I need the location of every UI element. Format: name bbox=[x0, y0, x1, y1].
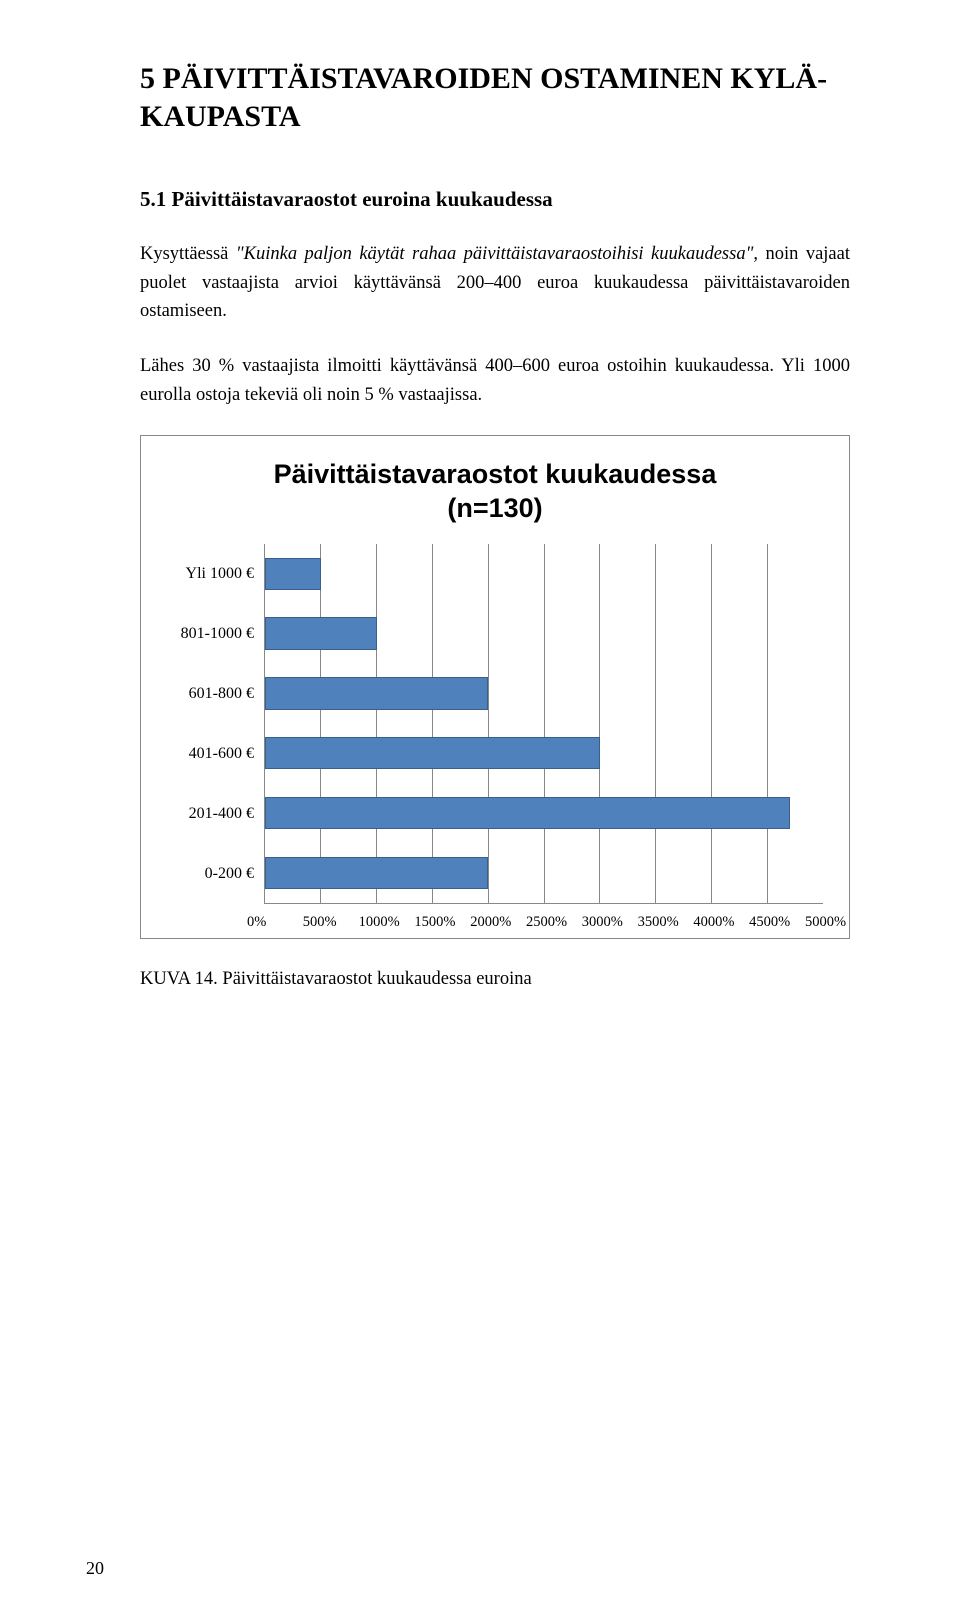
bar-row bbox=[265, 723, 823, 783]
ylabel-4: 201-400 € bbox=[167, 784, 254, 844]
bar-5 bbox=[265, 857, 488, 889]
chart-bars bbox=[265, 544, 823, 903]
xtick-label: 3000% bbox=[582, 914, 623, 931]
bar-0 bbox=[265, 558, 321, 590]
xtick-label: 3500% bbox=[638, 914, 679, 931]
ylabel-1: 801-1000 € bbox=[167, 604, 254, 664]
section-heading: 5 PÄIVITTÄISTAVAROIDEN OSTAMINEN KYLÄ- K… bbox=[140, 60, 850, 135]
paragraph-1: Kysyttäessä "Kuinka paljon käytät rahaa … bbox=[140, 240, 850, 326]
para1-quote: "Kuinka paljon käytät rahaa päivittäista… bbox=[236, 244, 753, 264]
xtick-label: 2500% bbox=[526, 914, 567, 931]
bar-row bbox=[265, 664, 823, 724]
bar-row bbox=[265, 544, 823, 604]
chart-title: Päivittäistavaraostot kuukaudessa (n=130… bbox=[167, 458, 823, 526]
xtick-label: 1500% bbox=[414, 914, 455, 931]
xtick-label: 500% bbox=[303, 914, 337, 931]
xtick-label: 1000% bbox=[359, 914, 400, 931]
paragraph-2: Lähes 30 % vastaajista ilmoitti käyttävä… bbox=[140, 352, 850, 409]
bar-3 bbox=[265, 737, 600, 769]
chart-body: Yli 1000 € 801-1000 € 601-800 € 401-600 … bbox=[167, 544, 823, 904]
heading-line2: KAUPASTA bbox=[140, 100, 301, 133]
page-number: 20 bbox=[86, 1558, 104, 1579]
chart-container: Päivittäistavaraostot kuukaudessa (n=130… bbox=[140, 435, 850, 939]
chart-title-line2: (n=130) bbox=[447, 493, 542, 523]
chart-title-line1: Päivittäistavaraostot kuukaudessa bbox=[274, 459, 717, 489]
bar-row bbox=[265, 604, 823, 664]
xtick-label: 2000% bbox=[470, 914, 511, 931]
figure-caption: KUVA 14. Päivittäistavaraostot kuukaudes… bbox=[140, 969, 850, 990]
page: 5 PÄIVITTÄISTAVAROIDEN OSTAMINEN KYLÄ- K… bbox=[0, 0, 960, 1617]
ylabel-0: Yli 1000 € bbox=[167, 544, 254, 604]
bar-2 bbox=[265, 677, 488, 709]
xtick-label: 0% bbox=[247, 914, 266, 931]
chart-y-axis: Yli 1000 € 801-1000 € 601-800 € 401-600 … bbox=[167, 544, 265, 904]
chart-plot-area bbox=[265, 544, 823, 904]
bar-row bbox=[265, 783, 823, 843]
bar-4 bbox=[265, 797, 790, 829]
xtick-label: 4500% bbox=[749, 914, 790, 931]
xtick-label: 4000% bbox=[693, 914, 734, 931]
ylabel-3: 401-600 € bbox=[167, 724, 254, 784]
subsection-heading: 5.1 Päivittäistavaraostot euroina kuukau… bbox=[140, 187, 850, 212]
para1-a: Kysyttäessä bbox=[140, 244, 236, 264]
heading-line1: 5 PÄIVITTÄISTAVAROIDEN OSTAMINEN KYLÄ- bbox=[140, 62, 827, 95]
xtick-label: 5000% bbox=[805, 914, 846, 931]
bar-row bbox=[265, 843, 823, 903]
bar-1 bbox=[265, 617, 377, 649]
ylabel-5: 0-200 € bbox=[167, 844, 254, 904]
ylabel-2: 601-800 € bbox=[167, 664, 254, 724]
